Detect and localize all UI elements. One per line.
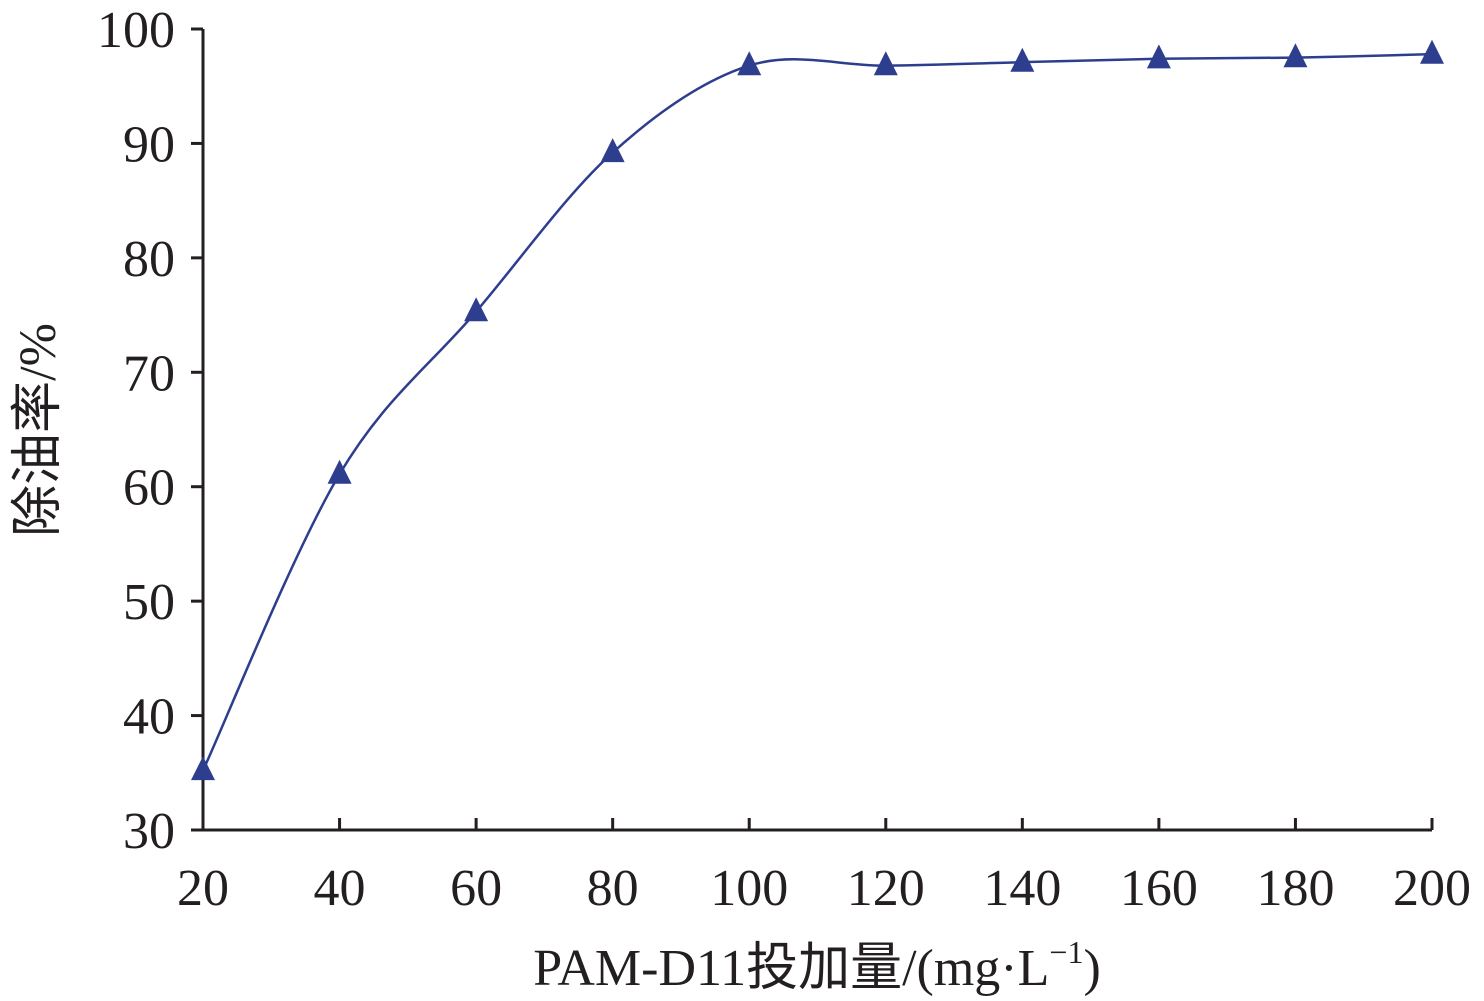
x-tick-label: 200 (1393, 860, 1471, 917)
series-layer (191, 39, 1444, 781)
y-tick-label: 80 (123, 231, 175, 288)
y-axis-ticks: 30 40 50 60 70 80 90 100 (97, 2, 203, 860)
x-tick-label: 160 (1120, 860, 1198, 917)
y-tick-label: 70 (123, 345, 175, 402)
data-point-marker (1283, 43, 1308, 68)
data-point-marker (327, 459, 352, 484)
data-point-marker (600, 138, 625, 163)
data-point-marker (464, 297, 489, 322)
x-tick-label: 80 (587, 860, 639, 917)
x-tick-label: 120 (847, 860, 925, 917)
y-tick-label: 100 (97, 2, 175, 59)
y-tick-label: 40 (123, 689, 175, 746)
y-tick-label: 90 (123, 116, 175, 173)
x-axis-ticks: 20 40 60 80 100 120 140 160 180 200 (177, 818, 1471, 917)
x-tick-label: 140 (983, 860, 1061, 917)
x-tick-label: 60 (450, 860, 502, 917)
x-tick-label: 100 (710, 860, 788, 917)
y-tick-label: 60 (123, 460, 175, 517)
data-point-marker (191, 756, 215, 781)
data-point-marker (873, 51, 898, 76)
data-point-marker (737, 51, 762, 76)
x-tick-label: 180 (1256, 860, 1334, 917)
x-tick-label: 20 (177, 860, 229, 917)
data-point-marker (1146, 44, 1171, 69)
data-point-marker (1420, 39, 1444, 64)
series-line (201, 52, 1433, 772)
y-tick-label: 30 (123, 803, 175, 860)
x-tick-label: 40 (314, 860, 366, 917)
axes (201, 29, 1432, 832)
y-tick-label: 50 (123, 574, 175, 631)
y-axis-title: 除油率/% (10, 323, 67, 537)
data-point-marker (1010, 47, 1035, 72)
x-axis-title: PAM-D11投加量/(mg·L−1) (533, 934, 1101, 997)
